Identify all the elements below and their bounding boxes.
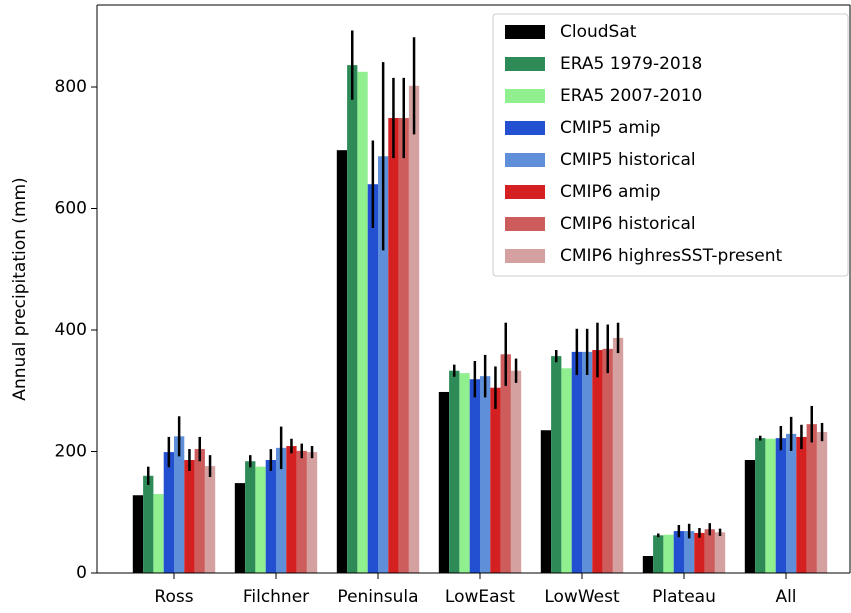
bar [653,535,664,573]
bar [592,350,603,573]
bar [336,150,348,573]
bar [744,460,756,573]
bar [255,466,266,573]
bar [163,452,174,573]
bar [663,534,674,573]
legend-label: ERA5 1979-2018 [560,54,702,74]
bar [694,532,705,573]
bar [510,370,522,573]
bar [500,354,511,573]
x-tick-label: Plateau [652,587,716,607]
bar [276,447,287,573]
y-tick-label: 200 [55,442,87,462]
bar [602,348,613,573]
bar [388,117,399,573]
bar [449,370,460,573]
legend-swatch [505,185,545,199]
bar [673,531,684,573]
bar [816,432,828,573]
bar [642,555,654,573]
bar [184,460,195,573]
legend-swatch [505,153,545,167]
bar [378,156,389,574]
legend-label: CMIP5 amip [560,118,661,138]
x-tick-label: Peninsula [337,587,418,607]
y-tick-label: 600 [55,199,87,219]
legend-label: CloudSat [560,22,637,42]
legend-swatch [505,57,545,71]
x-tick-label: LowEast [445,587,515,607]
bar [714,532,726,573]
bar [265,460,276,573]
bar [786,433,797,573]
y-tick-label: 400 [55,320,87,340]
legend-swatch [505,25,545,39]
legend-swatch [505,89,545,103]
bar [796,436,807,573]
bar [286,446,297,573]
x-tick-label: LowWest [544,587,620,607]
x-tick-label: All [775,587,796,607]
legend-label: CMIP6 highresSST-present [560,246,783,266]
legend-swatch [505,249,545,263]
bar [490,387,501,573]
legend-swatch [505,217,545,231]
bar [398,117,409,573]
bar [347,65,358,573]
bar [775,438,786,573]
bar [561,368,572,573]
bar [459,373,470,573]
bar [174,436,185,573]
bar [204,466,216,573]
legend-swatch [505,121,545,135]
bar [132,495,144,573]
bar [143,475,154,573]
bar [194,449,205,573]
y-tick-label: 0 [76,563,87,583]
legend-label: CMIP5 historical [560,150,696,170]
bar [153,494,164,573]
bar [438,391,450,573]
y-axis-label: Annual precipitation (mm) [10,177,30,400]
bar [469,379,480,573]
bar [765,438,776,573]
bar [755,438,766,573]
legend-box [492,13,849,277]
bar [306,452,318,573]
bar [540,430,552,573]
legend-label: CMIP6 amip [560,182,661,202]
bar [234,483,246,573]
y-tick-label: 800 [55,77,87,97]
bar [704,529,715,573]
bar [806,424,817,573]
bar [684,531,695,573]
legend-label: ERA5 2007-2010 [560,86,702,106]
bar [367,184,378,573]
bar [551,356,562,573]
bar [357,71,368,573]
bar [480,376,491,573]
bar [612,337,624,573]
bar [582,351,593,573]
bar [408,85,420,574]
bar [245,461,256,573]
x-tick-label: Ross [154,587,193,607]
x-tick-label: Filchner [243,587,309,607]
bar [571,351,582,573]
bar [296,450,307,573]
legend-label: CMIP6 historical [560,214,696,234]
